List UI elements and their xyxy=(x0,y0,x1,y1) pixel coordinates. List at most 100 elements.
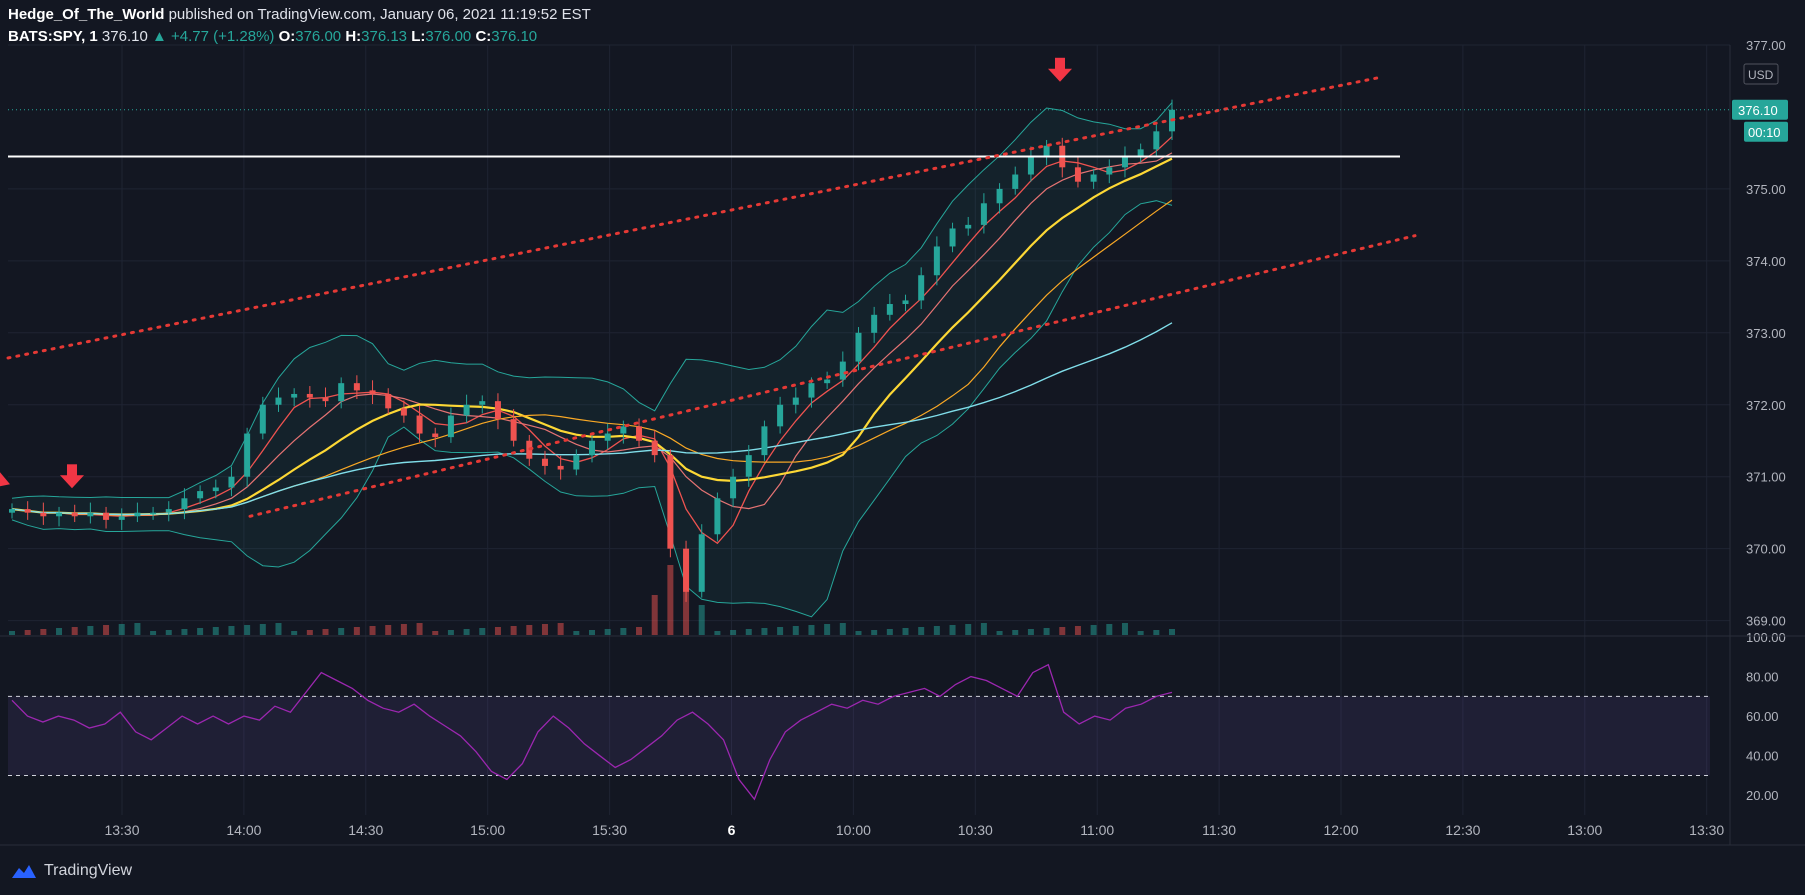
candle-body xyxy=(432,433,439,438)
candle-body xyxy=(651,440,658,456)
candle-body xyxy=(573,455,580,470)
candle-body xyxy=(886,304,893,315)
volume-bar xyxy=(557,623,564,635)
candle-body xyxy=(9,509,15,513)
volume-bar xyxy=(306,630,313,635)
symbol-label[interactable]: BATS:SPY, 1 xyxy=(8,28,98,45)
down-arrow-head xyxy=(60,475,84,489)
volume-bar xyxy=(949,625,956,635)
candle-body xyxy=(980,203,987,225)
candle-body xyxy=(698,534,705,592)
candle-body xyxy=(683,548,690,592)
price-tick-label: 377.00 xyxy=(1746,38,1786,53)
volume-bar xyxy=(165,630,172,635)
candle-body xyxy=(1106,167,1113,175)
candle-body xyxy=(291,393,298,398)
candle-body xyxy=(87,512,94,517)
candle-body xyxy=(416,415,423,434)
volume-bar xyxy=(400,624,407,635)
down-arrow-icon xyxy=(60,464,84,489)
time-tick-label: 11:00 xyxy=(1080,822,1114,838)
down-arrow-shaft xyxy=(1055,57,1065,70)
volume-bar xyxy=(447,630,454,635)
rsi-tick-label: 40.00 xyxy=(1746,749,1779,764)
candle-body xyxy=(1027,156,1034,175)
candle-body xyxy=(902,300,909,305)
close-value: 376.10 xyxy=(491,28,538,45)
volume-bar xyxy=(651,595,658,635)
volume-bar xyxy=(855,631,862,635)
volume-bar xyxy=(510,626,517,635)
candle-body xyxy=(541,458,548,466)
time-tick-label: 12:30 xyxy=(1445,822,1480,838)
publish-line: Hedge_Of_The_World published on TradingV… xyxy=(8,4,591,26)
candle-body xyxy=(447,415,454,438)
candle-body xyxy=(1074,167,1081,182)
rsi-pane[interactable]: 100.00 80.00 60.00 40.00 20.00 xyxy=(8,630,1786,803)
volume-bar xyxy=(244,625,251,635)
author-name[interactable]: Hedge_Of_The_World xyxy=(8,6,165,23)
volume-bar xyxy=(150,631,157,635)
high-value: 376.13 xyxy=(361,28,408,45)
volume-bar xyxy=(980,623,987,635)
volume-bar xyxy=(996,631,1003,635)
trend-line-upper xyxy=(6,75,1382,360)
candle-body xyxy=(259,404,266,434)
candle-body xyxy=(933,246,940,276)
volume-bar xyxy=(824,624,831,635)
candle-body xyxy=(150,512,157,515)
volume-bar xyxy=(1043,628,1050,635)
time-tick-label: 14:00 xyxy=(226,822,261,838)
candle-body xyxy=(1121,156,1128,168)
down-arrow-head xyxy=(1048,68,1072,82)
rsi-tick-label: 60.00 xyxy=(1746,709,1779,724)
volume-bar xyxy=(808,625,815,635)
close-label: C: xyxy=(475,28,492,45)
tradingview-cloud-icon xyxy=(12,865,36,878)
volume-bar xyxy=(965,624,972,635)
candle-body xyxy=(1153,131,1160,150)
candle-body xyxy=(918,275,925,301)
candle-body xyxy=(510,419,517,441)
candle-body xyxy=(714,498,721,535)
volume-bar xyxy=(353,627,360,635)
volume-bar xyxy=(291,631,298,635)
candle-body xyxy=(181,498,188,510)
volume-bar xyxy=(134,623,141,635)
volume-bar xyxy=(432,631,439,635)
candle-body xyxy=(479,401,486,405)
chart-annotations[interactable]: 376.10 00:10 xyxy=(0,57,1788,518)
time-tick-label: 6 xyxy=(728,822,736,838)
low-label: L: xyxy=(411,28,426,45)
low-value: 376.00 xyxy=(425,28,472,45)
volume-bar xyxy=(212,627,219,635)
currency-box xyxy=(1743,63,1779,85)
candle-body xyxy=(589,440,595,456)
ohlc-line: BATS:SPY, 1 376.10 ▲ +4.77 (+1.28%) O:37… xyxy=(8,26,591,48)
candle-body xyxy=(353,383,360,391)
time-tick-label: 11:30 xyxy=(1202,822,1236,838)
volume-bar xyxy=(385,625,392,635)
trend-line-lower xyxy=(248,234,1417,518)
time-tick-label: 15:30 xyxy=(592,822,627,838)
publish-info: published on TradingView.com, January 06… xyxy=(168,6,591,23)
volume-bar xyxy=(1106,624,1113,635)
price-tick-label: 371.00 xyxy=(1746,470,1786,485)
down-arrow-icon-clipped xyxy=(0,472,10,487)
volume-bar xyxy=(197,628,204,635)
tradingview-logo[interactable]: TradingView xyxy=(10,858,132,884)
volume-bar xyxy=(541,624,548,635)
candle-body xyxy=(24,509,31,513)
price-tick-label: 369.00 xyxy=(1746,614,1786,629)
volume-bar xyxy=(573,631,580,635)
time-tick-label: 12:00 xyxy=(1323,822,1358,838)
chart-axes[interactable]: 377.00 375.00 374.00 373.00 372.00 371.00 370.… xyxy=(0,38,1805,846)
volume-bar xyxy=(589,630,595,635)
candle-body xyxy=(620,426,627,434)
price-tick-label: 372.00 xyxy=(1746,398,1786,413)
price-tick-label: 373.00 xyxy=(1746,326,1786,341)
candle-body xyxy=(777,404,784,427)
volume-bar xyxy=(730,630,737,635)
rsi-tick-label: 20.00 xyxy=(1746,788,1779,803)
